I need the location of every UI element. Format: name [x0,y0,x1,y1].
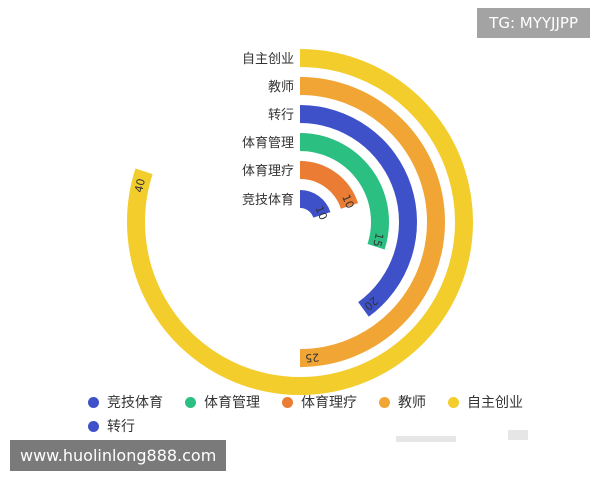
category-label: 转行 [268,108,294,123]
blurred-area [508,430,528,440]
blurred-area [396,436,456,442]
legend-label: 教师 [398,395,426,411]
legend-label: 竞技体育 [107,395,163,411]
legend-row-2: 转行 [88,416,558,436]
legend-dot-icon [448,396,459,408]
value-label: 25 [305,350,320,364]
tg-watermark: TG: MYYJJPP [477,8,590,38]
value-label: 10 [312,204,329,222]
bar-arc[interactable] [299,190,331,219]
category-label: 竞技体育 [242,192,294,208]
value-label: 10 [339,193,356,211]
category-label: 体育理疗 [242,163,294,179]
legend-item[interactable]: 体育管理 [185,392,260,412]
category-label: 教师 [268,79,294,95]
bar-arc[interactable] [127,49,473,395]
bar-arc[interactable] [299,133,389,250]
category-labels: 竞技体育 体育理疗 体育管理 转行 教师 自主创业 [242,52,294,208]
bar-arc[interactable] [299,77,445,367]
value-label: 15 [370,232,386,249]
legend-dot-icon [379,396,390,408]
legend-dot-icon [282,396,293,408]
legend-item[interactable]: 体育理疗 [282,392,357,412]
legend-item[interactable]: 竞技体育 [88,392,163,412]
legend-label: 自主创业 [467,395,523,411]
category-label: 体育管理 [242,135,294,151]
legend-row-1: 竞技体育 体育管理 体育理疗 教师 自主创业 [88,392,558,412]
legend-label: 转行 [107,419,135,435]
legend-label: 体育理疗 [301,395,357,411]
bar-arc[interactable] [299,161,359,210]
legend-item[interactable]: 自主创业 [448,392,523,412]
value-label: 40 [132,177,148,194]
legend-label: 体育管理 [204,395,260,411]
legend: 竞技体育 体育管理 体育理疗 教师 自主创业 转行 [88,392,558,440]
legend-dot-icon [88,396,99,408]
legend-dot-icon [185,396,196,408]
legend-dot-icon [88,420,99,432]
chart-arcs [127,49,473,395]
category-label: 自主创业 [242,52,294,67]
legend-item[interactable]: 转行 [88,416,135,436]
legend-item[interactable]: 教师 [379,392,426,412]
bar-arc[interactable] [299,105,417,317]
site-watermark: www.huolinlong888.com [10,440,227,471]
